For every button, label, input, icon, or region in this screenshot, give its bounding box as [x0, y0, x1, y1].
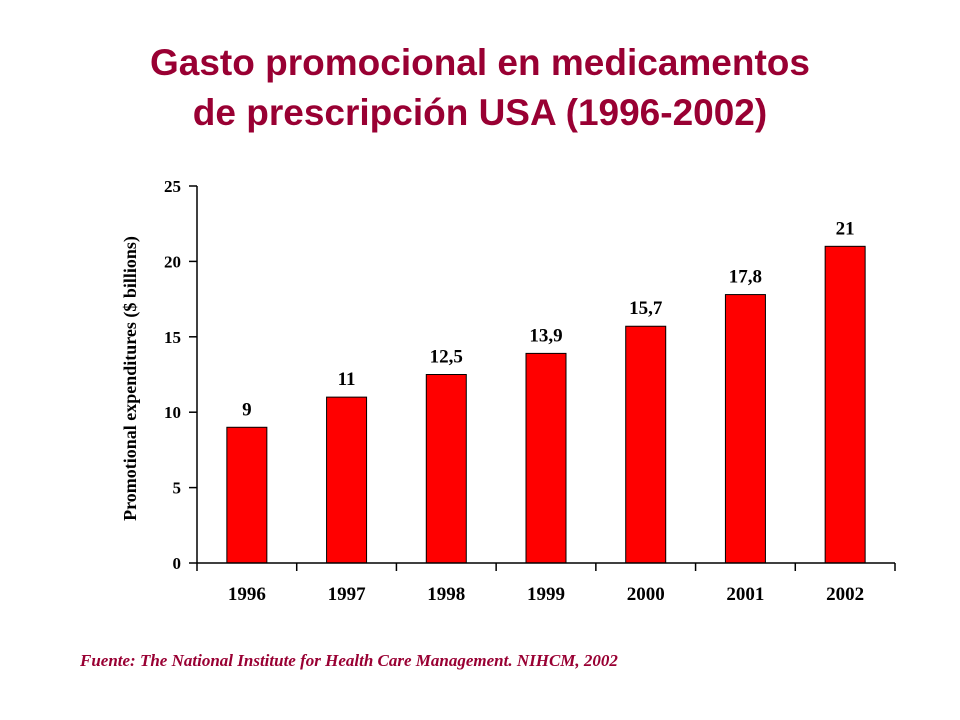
data-label: 9: [242, 399, 252, 420]
x-tick-label: 2001: [726, 584, 764, 605]
y-tick-label: 5: [173, 479, 182, 498]
x-tick-label: 1996: [228, 584, 266, 605]
title-line-1: Gasto promocional en medicamentos: [150, 42, 810, 83]
y-axis-ticks: 0 5 10 15 20 25: [164, 177, 197, 573]
bar-1998: [425, 374, 467, 564]
bars: 9 11 12,5 13,9 15,7 17,8 21: [226, 218, 866, 564]
bar-1997: [326, 396, 368, 564]
y-tick-label: 25: [164, 177, 181, 196]
x-tick-label: 2002: [826, 584, 864, 605]
y-tick-label: 20: [164, 252, 181, 271]
bar-1999: [525, 352, 567, 564]
page-title: Gasto promocional en medicamentos de pre…: [0, 38, 960, 138]
source-note: Fuente: The National Institute for Healt…: [80, 651, 618, 670]
data-label: 21: [836, 218, 855, 239]
title-line-2: de prescripción USA (1996-2002): [192, 92, 768, 133]
bar-2001: [724, 294, 766, 564]
data-label: 12,5: [430, 347, 463, 368]
y-tick-label: 0: [173, 554, 182, 573]
data-label: 13,9: [529, 325, 562, 346]
bar-1996: [226, 426, 268, 564]
data-label: 11: [338, 369, 356, 390]
x-axis-ticks: 1996 1997 1998 1999 2000 2001 2002: [196, 563, 896, 605]
data-label: 15,7: [629, 298, 663, 319]
y-tick-label: 15: [164, 328, 181, 347]
data-label: 17,8: [729, 267, 762, 288]
y-tick-label: 10: [164, 403, 181, 422]
bar-2002: [824, 245, 866, 564]
x-tick-label: 1999: [527, 584, 565, 605]
x-tick-label: 1998: [427, 584, 465, 605]
bar-2000: [625, 325, 667, 564]
x-tick-label: 2000: [627, 584, 665, 605]
x-tick-label: 1997: [328, 584, 367, 605]
y-axis-label: Promotional expenditures ($ billions): [120, 236, 141, 521]
